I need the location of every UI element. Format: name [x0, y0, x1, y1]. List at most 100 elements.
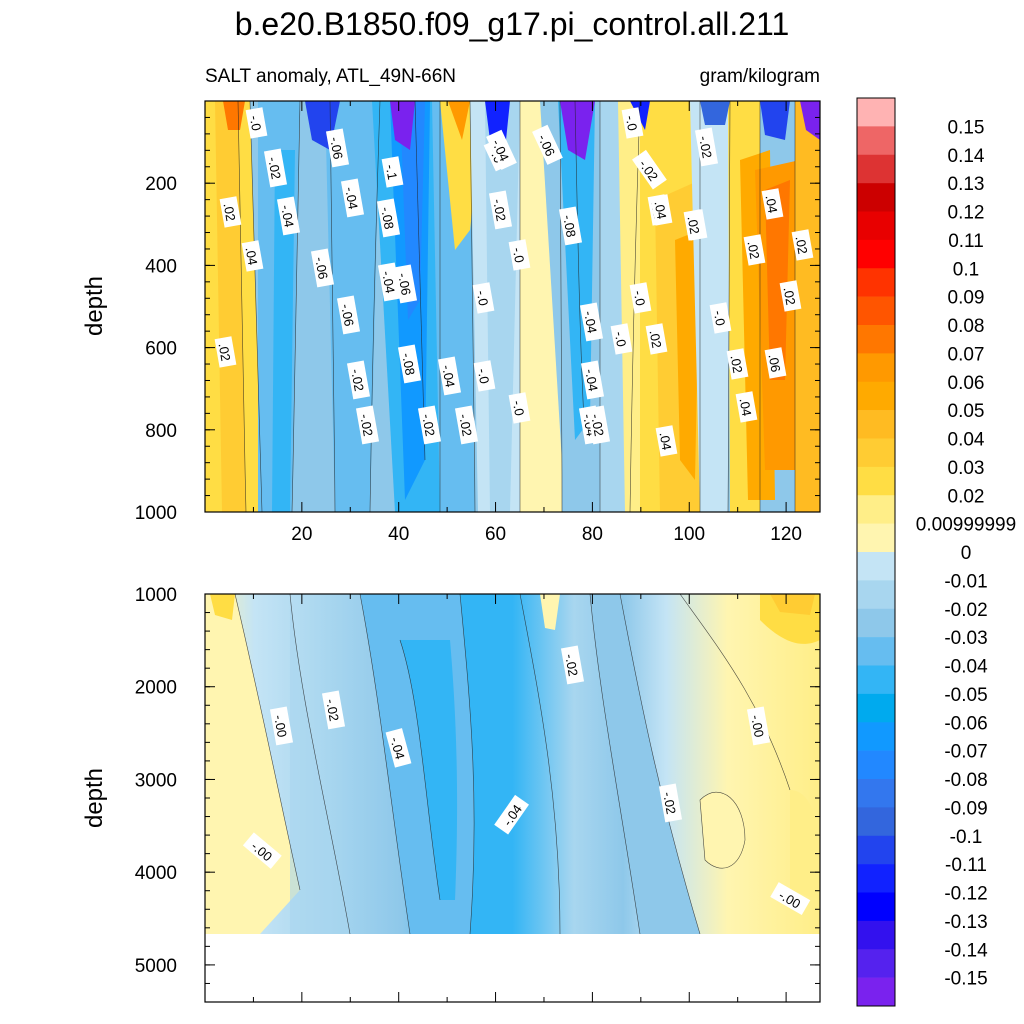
contour-label-text: -.04 — [581, 310, 600, 335]
colorbar-label: -0.01 — [944, 571, 987, 592]
contour-label-text: -.02 — [490, 198, 509, 223]
colorbar-swatch — [857, 949, 895, 978]
contour-label-text: -.04 — [379, 270, 398, 295]
colorbar-label: -0.08 — [944, 770, 987, 791]
contour-label: -.0 — [508, 239, 531, 271]
contour-label-bg — [321, 690, 346, 730]
colorbar-swatch — [857, 410, 895, 439]
colorbar-label: -0.11 — [945, 855, 987, 876]
y-tick-label: 1000 — [135, 585, 177, 606]
colorbar-label: 0.09 — [948, 288, 985, 309]
colorbar-swatch — [857, 523, 895, 553]
contour-label-bg — [245, 107, 268, 139]
contour-label-text: -.06 — [312, 256, 331, 281]
contour-label: -.0 — [472, 282, 495, 314]
contour-label-bg — [791, 229, 814, 261]
colorbar-label: 0.04 — [948, 430, 985, 451]
contour-label-bg — [746, 706, 771, 746]
colorbar-label: 0.03 — [948, 458, 985, 479]
colorbar-swatch — [857, 722, 895, 751]
colorbar-label: 0.08 — [948, 316, 985, 337]
contour-label-bg — [385, 728, 412, 768]
contour-label: .02 — [779, 280, 802, 312]
y-tick-label: 400 — [145, 256, 177, 277]
contour-label-bg — [494, 794, 529, 835]
colorbar-label: -0.03 — [944, 628, 987, 649]
contour-label-bg — [726, 348, 749, 380]
colorbar-swatch — [857, 608, 895, 638]
contour-label-bg — [310, 248, 335, 288]
colorbar-swatch — [857, 864, 895, 893]
contour-label-text: -.06 — [395, 272, 414, 297]
colorbar-swatch — [857, 126, 895, 156]
contour-label-text: -.0 — [612, 330, 629, 348]
contour-label-bg — [214, 336, 237, 368]
colorbar-label: 0.02 — [948, 486, 985, 507]
colorbar-label: -0.05 — [944, 685, 987, 706]
contour-label: .04 — [655, 425, 678, 457]
colorbar-label: -0.12 — [944, 884, 987, 905]
contour-label-bg — [709, 302, 732, 334]
contour-label: .04 — [735, 391, 758, 423]
contour-label-bg — [779, 280, 802, 312]
colorbar-label: -0.14 — [944, 940, 988, 961]
contour-label-bg — [437, 356, 462, 396]
upper-x-axis: 20 40 60 80 100 120 — [252, 101, 802, 545]
contour-label: -.02 — [346, 360, 371, 400]
lower-contour-field — [205, 594, 820, 934]
contour-label-bg — [610, 323, 633, 355]
colorbar-swatch — [857, 637, 895, 666]
contour-label: -.02 — [454, 405, 479, 445]
contour-label-text: .02 — [221, 202, 239, 222]
y-tick-label: 200 — [145, 174, 177, 195]
contour-label-bg — [397, 344, 422, 384]
contour-label: -.02 — [658, 783, 683, 823]
contour-label-bg — [694, 127, 719, 167]
contour-label-bg — [655, 425, 678, 457]
contour-label-bg — [508, 392, 531, 424]
colorbar-swatch — [857, 296, 895, 326]
contour-label-bg — [336, 295, 361, 335]
contour-label-bg — [454, 405, 479, 445]
contour-label: .06 — [764, 347, 787, 379]
colorbar-swatch — [857, 835, 895, 865]
contour-label-bg — [508, 239, 531, 271]
contour-label: -.06 — [336, 295, 361, 335]
contour-label: -.04 — [340, 178, 365, 218]
contour-label-text: -.0 — [631, 289, 648, 307]
contour-label-bg — [417, 405, 442, 445]
contour-label-text: -.04 — [439, 364, 458, 389]
contour-label: -.08 — [397, 344, 422, 384]
contour-label: .02 — [219, 196, 242, 228]
contour-label: .02 — [791, 229, 814, 261]
contour-label: -.00 — [746, 706, 771, 746]
contour-label-bg — [532, 124, 563, 165]
contour-label-text: -.06 — [338, 303, 357, 328]
contour-label-bg — [645, 323, 668, 355]
figure-title: b.e20.B1850.f09_g17.pi_control.all.211 — [235, 6, 790, 42]
colorbar-label: -0.13 — [944, 912, 987, 933]
contour-label-text: -.02 — [265, 156, 284, 181]
upper-y-axis: 200 400 600 800 1000 — [135, 116, 820, 524]
contour-label-text: .02 — [745, 240, 763, 260]
contour-label-bg — [241, 240, 264, 272]
contour-label: -.02 — [417, 405, 442, 445]
contour-label: -.04 — [276, 196, 301, 236]
contour-label-text: -.08 — [378, 206, 397, 231]
contour-label-bg — [683, 209, 706, 241]
colorbar-swatch — [857, 750, 895, 780]
contour-label-text: .04 — [243, 246, 261, 266]
contour-label: -.0 — [621, 107, 644, 139]
y-tick-label: 800 — [145, 421, 177, 442]
colorbar-label: 0.11 — [948, 231, 984, 252]
contour-label: -.02 — [321, 690, 346, 730]
x-tick-label: 20 — [291, 524, 312, 545]
contour-label: .02 — [726, 348, 749, 380]
contour-label-text: -.06 — [327, 136, 346, 161]
contour-label: -.02 — [694, 127, 719, 167]
contour-label: .02 — [645, 323, 668, 355]
contour-label-bg — [472, 282, 495, 314]
colorbar-label: 0.00999999 — [916, 515, 1016, 536]
y-tick-label: 1000 — [135, 503, 177, 524]
colorbar-label: -0.1 — [950, 827, 983, 848]
